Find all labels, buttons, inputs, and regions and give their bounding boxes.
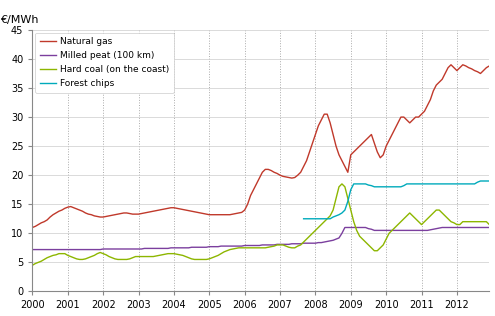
Milled peat (100 km) — [200, 245, 206, 249]
Natural gas — [398, 115, 404, 119]
Line: Forest chips: Forest chips — [303, 181, 490, 219]
Milled peat (100 km) — [342, 226, 348, 229]
Forest chips — [300, 217, 306, 221]
Forest chips — [345, 199, 351, 203]
Hard coal (on the coast) — [339, 182, 345, 186]
Natural gas — [300, 165, 306, 168]
Hard coal (on the coast) — [218, 252, 224, 256]
Line: Hard coal (on the coast): Hard coal (on the coast) — [32, 184, 490, 265]
Line: Natural gas: Natural gas — [32, 65, 490, 228]
Hard coal (on the coast) — [487, 223, 493, 227]
Natural gas — [145, 210, 150, 214]
Hard coal (on the coast) — [145, 255, 150, 258]
Milled peat (100 km) — [401, 228, 407, 232]
Natural gas — [487, 64, 493, 68]
Line: Milled peat (100 km): Milled peat (100 km) — [32, 228, 490, 250]
Natural gas — [218, 213, 224, 216]
Legend: Natural gas, Milled peat (100 km), Hard coal (on the coast), Forest chips: Natural gas, Milled peat (100 km), Hard … — [35, 33, 174, 93]
Milled peat (100 km) — [348, 226, 354, 229]
Milled peat (100 km) — [29, 248, 35, 252]
Milled peat (100 km) — [300, 241, 306, 245]
Milled peat (100 km) — [487, 226, 493, 229]
Text: €/MWh: €/MWh — [0, 15, 39, 25]
Natural gas — [448, 63, 454, 67]
Forest chips — [487, 179, 493, 183]
Natural gas — [29, 226, 35, 229]
Forest chips — [398, 185, 404, 189]
Hard coal (on the coast) — [348, 208, 354, 212]
Natural gas — [200, 212, 206, 216]
Hard coal (on the coast) — [300, 240, 306, 244]
Natural gas — [345, 170, 351, 174]
Milled peat (100 km) — [218, 244, 224, 248]
Hard coal (on the coast) — [200, 258, 206, 261]
Milled peat (100 km) — [145, 246, 150, 250]
Hard coal (on the coast) — [29, 263, 35, 267]
Hard coal (on the coast) — [401, 217, 407, 221]
